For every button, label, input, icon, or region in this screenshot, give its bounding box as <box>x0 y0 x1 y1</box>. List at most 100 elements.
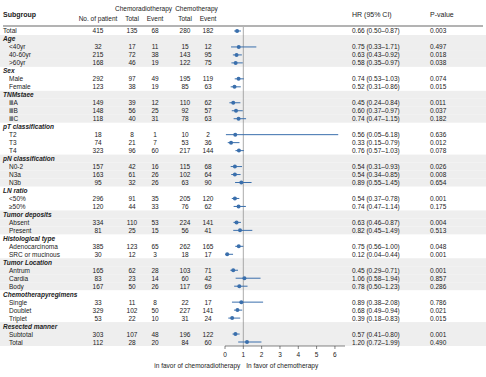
tick-label: 5 <box>315 351 319 358</box>
pval-text: 0.011 <box>430 99 446 106</box>
group-label: Tumor deposits <box>3 211 52 219</box>
pval-text: 0.175 <box>430 203 447 210</box>
hazard-ratio-point <box>233 196 237 200</box>
pval-text: 0.026 <box>430 163 447 170</box>
group-label: Histological type <box>3 235 55 243</box>
cell-text: 17 <box>204 299 212 306</box>
tick-mark <box>316 346 317 349</box>
hr-text: 1.20 (0.72–1.99) <box>352 339 400 347</box>
cell-text: 224 <box>180 219 191 226</box>
cell-text: 168 <box>93 59 104 66</box>
pval-text: 0.857 <box>430 275 447 282</box>
pval-text: 0.654 <box>430 179 447 186</box>
cell-text: 91 <box>128 195 136 202</box>
group-label: Tumor Location <box>3 259 52 266</box>
hr-text: 0.54 (0.34–0.85) <box>352 171 400 179</box>
cell-text: 10 <box>151 315 159 322</box>
cell-text: 415 <box>93 27 104 34</box>
subgroup-label: Body <box>9 283 25 291</box>
axis-line <box>225 346 345 347</box>
cell-text: 10 <box>181 131 189 138</box>
header-rule <box>3 26 483 27</box>
header-text: Total <box>125 15 139 22</box>
tick-mark <box>261 346 262 349</box>
hazard-ratio-point <box>233 85 237 89</box>
hr-text: 0.76 (0.57–1.03) <box>352 147 400 155</box>
cell-text: 74 <box>94 139 102 146</box>
confidence-interval <box>226 134 338 135</box>
pval-text: 0.015 <box>430 315 447 322</box>
cell-text: 205 <box>180 195 191 202</box>
cell-text: 81 <box>94 227 102 234</box>
hr-text: 0.74 (0.47–1.14) <box>352 203 400 211</box>
cell-text: 84 <box>181 339 189 346</box>
cell-text: 107 <box>127 331 138 338</box>
cell-text: 118 <box>93 115 104 122</box>
cell-text: 280 <box>180 27 191 34</box>
cell-text: 117 <box>180 283 191 290</box>
hr-text: 0.78 (0.50–1.23) <box>352 283 400 291</box>
cell-text: 56 <box>181 227 189 234</box>
header-text: No. of patient <box>79 15 118 23</box>
subgroup-label: T2 <box>9 131 17 138</box>
hazard-ratio-point <box>245 340 249 344</box>
pval-text: 0.001 <box>430 251 447 258</box>
cell-text: 33 <box>94 299 102 306</box>
cell-text: 1 <box>153 131 157 138</box>
pval-text: 0.513 <box>430 227 447 234</box>
hr-text: 0.58 (0.35–0.97) <box>352 59 400 67</box>
plot-area <box>225 27 338 346</box>
cell-text: 38 <box>151 51 159 58</box>
cell-text: 75 <box>204 59 212 66</box>
cell-text: 215 <box>93 51 104 58</box>
pval-text: 0.001 <box>430 195 447 202</box>
pval-text: 0.015 <box>430 83 447 90</box>
cell-text: 68 <box>151 27 159 34</box>
hr-text: 0.45 (0.24–0.84) <box>352 99 400 107</box>
cell-text: 69 <box>204 283 212 290</box>
hazard-ratio-point <box>237 149 241 153</box>
subgroup-label: Doublet <box>9 307 32 314</box>
cell-text: 60 <box>204 339 212 346</box>
cell-text: 23 <box>128 275 136 282</box>
group-label: pT classification <box>2 123 54 131</box>
cell-text: 39 <box>128 99 136 106</box>
cell-text: 18 <box>94 131 102 138</box>
hazard-ratio-point <box>225 252 229 256</box>
cell-text: 115 <box>180 163 191 170</box>
cell-text: 25 <box>151 107 159 114</box>
subgroup-label: Present <box>9 227 32 234</box>
cell-text: 19 <box>151 83 159 90</box>
cell-text: 53 <box>181 139 189 146</box>
cell-text: 76 <box>181 203 189 210</box>
hr-text: 0.33 (0.15–0.79) <box>352 139 400 147</box>
subgroup-label: >60yr <box>9 59 26 67</box>
cell-text: 157 <box>93 163 104 170</box>
hr-text: 0.75 (0.33–1.71) <box>352 43 400 51</box>
cell-text: 163 <box>93 171 104 178</box>
cell-text: 15 <box>151 227 159 234</box>
cell-text: 83 <box>94 275 102 282</box>
subgroup-label: Triplet <box>9 315 27 323</box>
hazard-ratio-point <box>231 268 235 272</box>
cell-text: 21 <box>128 139 136 146</box>
cell-text: 329 <box>93 307 104 314</box>
cell-text: 53 <box>151 219 159 226</box>
cell-text: 42 <box>128 163 136 170</box>
cell-text: 22 <box>128 315 136 322</box>
hr-text: 0.63 (0.43–0.92) <box>352 51 400 59</box>
cell-text: 85 <box>181 83 189 90</box>
cell-text: 32 <box>94 43 102 50</box>
hazard-ratio-point <box>233 332 237 336</box>
forest-chart: SubgroupNo. of patientChemoradiotherapyT… <box>0 0 486 377</box>
cell-text: 292 <box>93 75 104 82</box>
cell-text: 165 <box>93 267 104 274</box>
cell-text: 38 <box>128 83 136 90</box>
cell-text: 149 <box>93 99 104 106</box>
cell-text: 26 <box>151 179 159 186</box>
subgroup-label: Male <box>9 75 23 82</box>
group-label: pN classification <box>2 155 55 163</box>
cell-text: 72 <box>128 51 136 58</box>
cell-text: 63 <box>181 179 189 186</box>
cell-text: 14 <box>151 275 159 282</box>
